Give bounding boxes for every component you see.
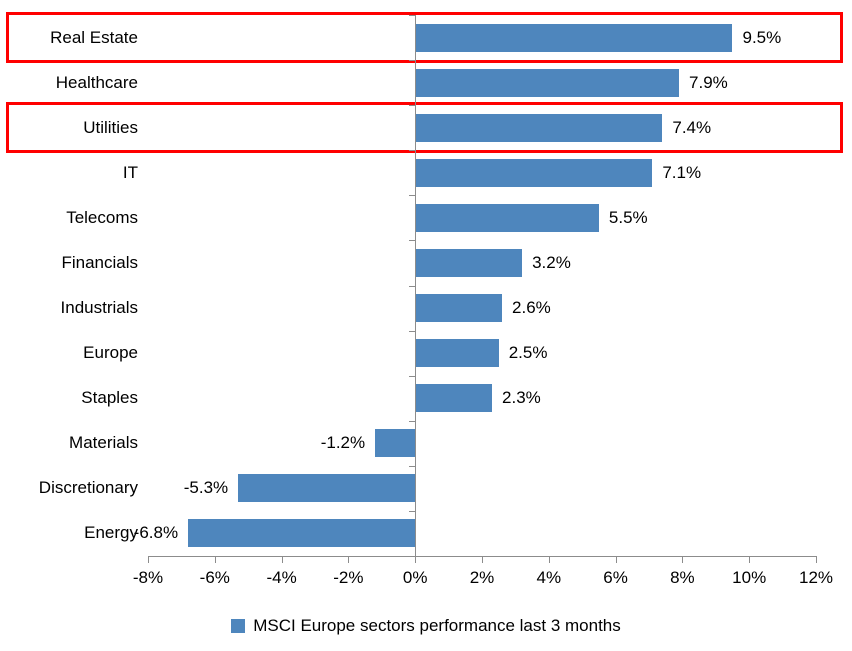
- value-label: -5.3%: [183, 478, 229, 498]
- highlight-box-utilities: [6, 102, 843, 154]
- category-tick-mark: [409, 195, 416, 197]
- highlight-box-real-estate: [6, 12, 843, 64]
- category-label: Healthcare: [55, 72, 138, 92]
- value-label: 5.5%: [608, 207, 648, 227]
- x-tick-label: 10%: [732, 568, 767, 587]
- category-label: Utilities: [83, 117, 138, 137]
- legend-label: MSCI Europe sectors performance last 3 m…: [253, 616, 621, 635]
- x-tick-mark: [615, 556, 617, 563]
- bar: [415, 158, 653, 187]
- bar: [415, 248, 523, 277]
- bar: [375, 429, 416, 458]
- x-tick-label: -6%: [199, 568, 230, 587]
- category-tick-mark: [409, 510, 416, 512]
- bar: [415, 384, 492, 413]
- x-tick-mark: [749, 556, 751, 563]
- value-label: 7.1%: [662, 162, 702, 182]
- category-label: Real Estate: [50, 27, 138, 47]
- category-label: Telecoms: [66, 207, 138, 227]
- value-label: 2.6%: [512, 298, 551, 318]
- category-tick-mark: [409, 150, 416, 152]
- category-label: Materials: [69, 433, 138, 453]
- bar: [415, 68, 680, 97]
- category-label: Europe: [83, 343, 138, 363]
- value-label: 7.4%: [672, 117, 712, 137]
- category-tick-mark: [409, 240, 416, 242]
- category-tick-mark: [409, 105, 416, 107]
- bar: [415, 294, 503, 323]
- x-tick-label: 2%: [469, 568, 495, 587]
- category-tick-mark: [409, 465, 416, 467]
- x-tick-label: -2%: [333, 568, 364, 587]
- x-tick-label: -8%: [132, 568, 164, 587]
- x-tick-mark: [682, 556, 684, 563]
- category-tick-mark: [409, 60, 416, 62]
- x-tick-label: 8%: [670, 568, 695, 587]
- bar: [415, 113, 663, 142]
- x-tick-label: 0%: [402, 568, 428, 587]
- x-tick-label: 4%: [536, 568, 562, 587]
- x-tick-mark: [482, 556, 483, 563]
- x-tick-mark: [281, 556, 283, 563]
- value-label: -1.2%: [320, 433, 366, 453]
- category-label: Financials: [61, 252, 138, 272]
- x-tick-mark: [348, 556, 350, 563]
- x-tick-label: 6%: [603, 568, 628, 587]
- x-tick-mark: [214, 556, 216, 563]
- x-tick-label: -4%: [266, 568, 297, 587]
- category-label: IT: [122, 162, 138, 182]
- x-tick-mark: [148, 556, 149, 563]
- category-tick-mark: [409, 420, 416, 422]
- x-tick-mark: [415, 556, 417, 563]
- bar: [415, 23, 733, 52]
- value-label: -6.8%: [133, 523, 179, 543]
- value-label: 2.5%: [508, 343, 548, 363]
- category-label: Industrials: [60, 298, 138, 318]
- category-label: Staples: [81, 388, 138, 408]
- category-tick-mark: [409, 330, 416, 332]
- x-tick-mark: [548, 556, 550, 563]
- chart-legend: MSCI Europe sectors performance last 3 m…: [0, 611, 852, 641]
- bar: [188, 519, 416, 548]
- value-label: 9.5%: [742, 27, 782, 47]
- category-label: Energy: [84, 523, 138, 543]
- value-label: 3.2%: [532, 252, 571, 272]
- x-tick-label: 12%: [798, 568, 834, 587]
- value-label: 7.9%: [689, 72, 728, 92]
- category-label: Discretionary: [38, 478, 138, 498]
- zero-axis-line: [415, 15, 417, 556]
- value-label: 2.3%: [502, 388, 541, 408]
- x-tick-mark: [816, 556, 817, 563]
- category-tick-mark: [409, 375, 416, 377]
- bar: [415, 203, 599, 232]
- legend-swatch-icon: [231, 619, 246, 633]
- bar: [415, 339, 499, 368]
- category-tick-mark: [409, 15, 416, 16]
- category-tick-mark: [409, 285, 416, 287]
- bar: [238, 474, 416, 503]
